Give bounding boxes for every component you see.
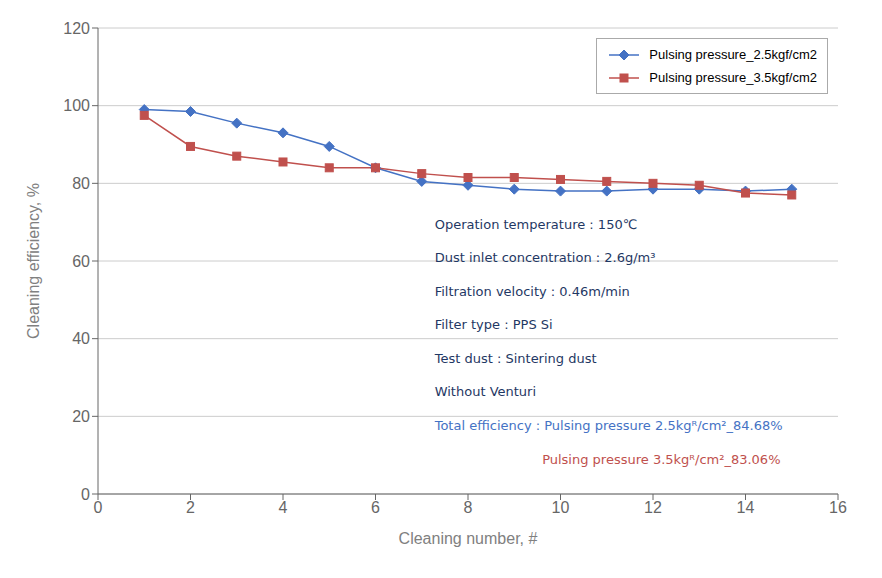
html-text:Pulsing pressure 3.5kgᴿ/cm²_83: Pulsing pressure 3.5kgᴿ/cm²_83.06%: [434, 451, 781, 467]
html-text:Without Venturi: Without Venturi: [434, 384, 536, 400]
svg-text:Cleaning efficiency, %: Cleaning efficiency, %: [25, 183, 42, 339]
svg-text:4: 4: [279, 499, 288, 516]
svg-text:0: 0: [94, 499, 103, 516]
html-text:Operation temperature : 150℃: Operation temperature : 150℃: [434, 216, 638, 232]
svg-text:60: 60: [72, 253, 90, 270]
svg-text:120: 120: [63, 20, 90, 37]
html-text:Filtration velocity : 0.46m/mi: Filtration velocity : 0.46m/min: [434, 283, 630, 299]
svg-text:12: 12: [644, 499, 662, 516]
svg-text:6: 6: [371, 499, 380, 516]
svg-text:80: 80: [72, 175, 90, 192]
svg-text:10: 10: [552, 499, 570, 516]
svg-text:0: 0: [81, 486, 90, 503]
svg-text:2: 2: [186, 499, 195, 516]
html-text:Pulsing pressure_2.5kgf/cm2: Pulsing pressure_2.5kgf/cm2: [649, 47, 817, 62]
svg-text:8: 8: [464, 499, 473, 516]
html-text:Test dust : Sintering dust: Test dust : Sintering dust: [434, 350, 597, 366]
html-text:Total efficiency : Pulsing pre: Total efficiency : Pulsing pressure 2.5k…: [434, 418, 783, 433]
svg-text:100: 100: [63, 97, 90, 114]
svg-text:14: 14: [737, 499, 755, 516]
html-text:Pulsing pressure_3.5kgf/cm2: Pulsing pressure_3.5kgf/cm2: [649, 70, 817, 85]
svg-text:20: 20: [72, 408, 90, 425]
svg-text:40: 40: [72, 330, 90, 347]
svg-text:16: 16: [829, 499, 847, 516]
html-text:Dust inlet concentration : 2.6: Dust inlet concentration : 2.6g/m³: [434, 250, 656, 266]
html-text:Filter type : PPS Si: Filter type : PPS Si: [434, 317, 553, 333]
svg-text:Cleaning number, #: Cleaning number, #: [399, 530, 538, 547]
